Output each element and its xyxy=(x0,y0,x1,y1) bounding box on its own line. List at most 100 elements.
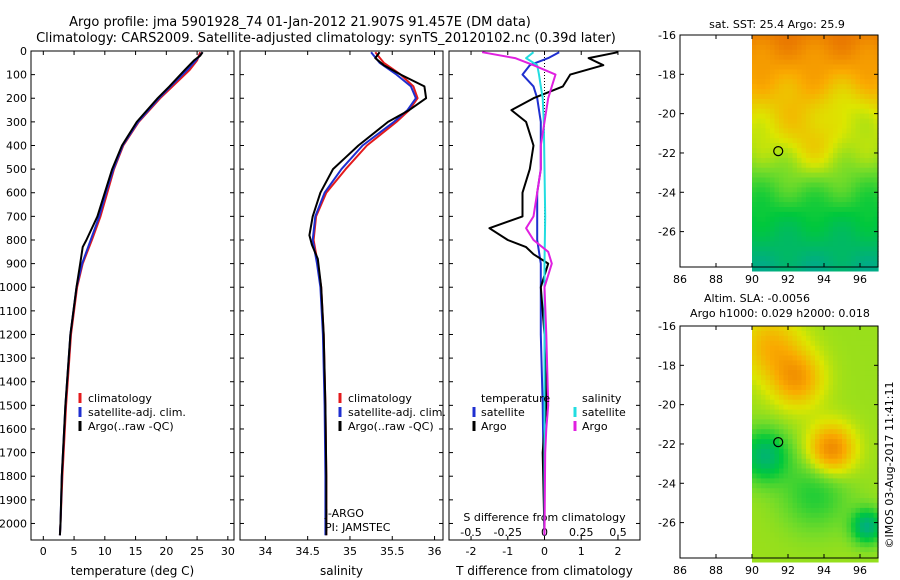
heatmap-cell xyxy=(752,211,758,218)
heatmap-cell xyxy=(873,256,879,262)
heatmap-cell xyxy=(806,138,812,144)
heatmap-cell xyxy=(842,251,848,257)
heatmap-cell xyxy=(810,458,816,465)
heatmap-cell xyxy=(788,394,794,401)
heatmap-cell xyxy=(819,547,825,553)
heatmap-cell xyxy=(806,335,812,342)
heatmap-cell xyxy=(810,187,816,193)
heatmap-cell xyxy=(860,54,866,61)
heatmap-cell xyxy=(774,537,780,543)
heatmap-cell xyxy=(860,69,866,75)
heatmap-cell xyxy=(815,84,821,90)
heatmap-cell xyxy=(797,326,803,332)
heatmap-cell xyxy=(792,167,798,174)
heatmap-cell xyxy=(810,512,816,519)
heatmap-cell xyxy=(774,192,780,198)
heatmap-cell xyxy=(770,69,776,75)
y-tick-label: 2000 xyxy=(0,517,27,530)
heatmap-cell xyxy=(833,157,839,164)
heatmap-cell xyxy=(761,39,767,46)
heatmap-cell xyxy=(873,458,879,465)
map-x-tick-label: 94 xyxy=(817,564,831,577)
heatmap-cell xyxy=(801,256,807,262)
heatmap-cell xyxy=(873,241,879,247)
heatmap-cell xyxy=(846,512,852,519)
heatmap-cell xyxy=(869,221,875,228)
heatmap-cell xyxy=(797,167,803,174)
heatmap-cell xyxy=(752,502,758,509)
heatmap-cell xyxy=(873,473,879,479)
heatmap-cell xyxy=(810,44,816,51)
heatmap-cell xyxy=(851,177,857,183)
heatmap-cell xyxy=(774,74,780,80)
heatmap-cell xyxy=(833,522,839,529)
heatmap-cell xyxy=(873,493,879,499)
heatmap-cell xyxy=(824,389,830,396)
heatmap-cell xyxy=(779,389,785,396)
heatmap-cell xyxy=(815,350,821,357)
heatmap-cell xyxy=(842,74,848,80)
heatmap-cell xyxy=(779,241,785,247)
heatmap-cell xyxy=(783,330,789,337)
heatmap-cell xyxy=(828,157,834,164)
heatmap-cell xyxy=(756,414,762,420)
heatmap-cell xyxy=(770,340,776,347)
heatmap-cell xyxy=(864,448,870,455)
heatmap-cell xyxy=(797,444,803,450)
heatmap-cell xyxy=(837,468,843,474)
heatmap-cell xyxy=(846,340,852,347)
heatmap-cell xyxy=(860,64,866,70)
heatmap-cell xyxy=(792,94,798,100)
heatmap-cell xyxy=(756,74,762,80)
heatmap-cell xyxy=(824,468,830,474)
heatmap-cell xyxy=(792,79,798,85)
heatmap-cell xyxy=(846,153,852,159)
heatmap-cell xyxy=(788,138,794,144)
heatmap-cell xyxy=(783,49,789,56)
heatmap-cell xyxy=(873,172,879,179)
heatmap-cell xyxy=(846,74,852,80)
heatmap-cell xyxy=(756,473,762,479)
heatmap-cell xyxy=(792,172,798,179)
heatmap-cell xyxy=(824,162,830,169)
heatmap-cell xyxy=(855,231,861,238)
heatmap-cell xyxy=(752,153,758,159)
heatmap-cell xyxy=(869,123,875,129)
temperature-panel: 0 5 10 15 20 25 300100200300400500600700800900… xyxy=(0,45,235,578)
heatmap-cell xyxy=(815,64,821,70)
heatmap-cell xyxy=(774,197,780,203)
heatmap-cell xyxy=(806,385,812,391)
heatmap-cell xyxy=(801,226,807,233)
heatmap-cell xyxy=(828,444,834,450)
heatmap-cell xyxy=(761,94,767,100)
heatmap-cell xyxy=(756,39,762,46)
heatmap-cell xyxy=(783,143,789,149)
heatmap-cell xyxy=(774,256,780,262)
heatmap-cell xyxy=(842,326,848,332)
heatmap-cell xyxy=(828,103,834,110)
heatmap-cell xyxy=(774,251,780,257)
heatmap-cell xyxy=(806,350,812,357)
heatmap-cell xyxy=(824,89,830,95)
heatmap-cell xyxy=(810,547,816,553)
heatmap-cell xyxy=(815,330,821,337)
heatmap-cell xyxy=(833,177,839,183)
heatmap-cell xyxy=(810,340,816,347)
heatmap-cell xyxy=(860,350,866,357)
heatmap-cell xyxy=(806,488,812,494)
heatmap-cell xyxy=(851,512,857,519)
heatmap-cell xyxy=(833,330,839,337)
heatmap-cell xyxy=(842,241,848,247)
heatmap-cell xyxy=(797,517,803,524)
heatmap-cell xyxy=(756,103,762,110)
heatmap-cell xyxy=(774,261,780,267)
heatmap-cell xyxy=(806,211,812,218)
heatmap-cell xyxy=(815,138,821,144)
heatmap-cell xyxy=(806,133,812,139)
heatmap-cell xyxy=(819,138,825,144)
heatmap-cell xyxy=(842,221,848,228)
heatmap-cell xyxy=(828,468,834,474)
heatmap-cell xyxy=(842,64,848,70)
heatmap-cell xyxy=(797,493,803,499)
heatmap-cell xyxy=(864,108,870,115)
